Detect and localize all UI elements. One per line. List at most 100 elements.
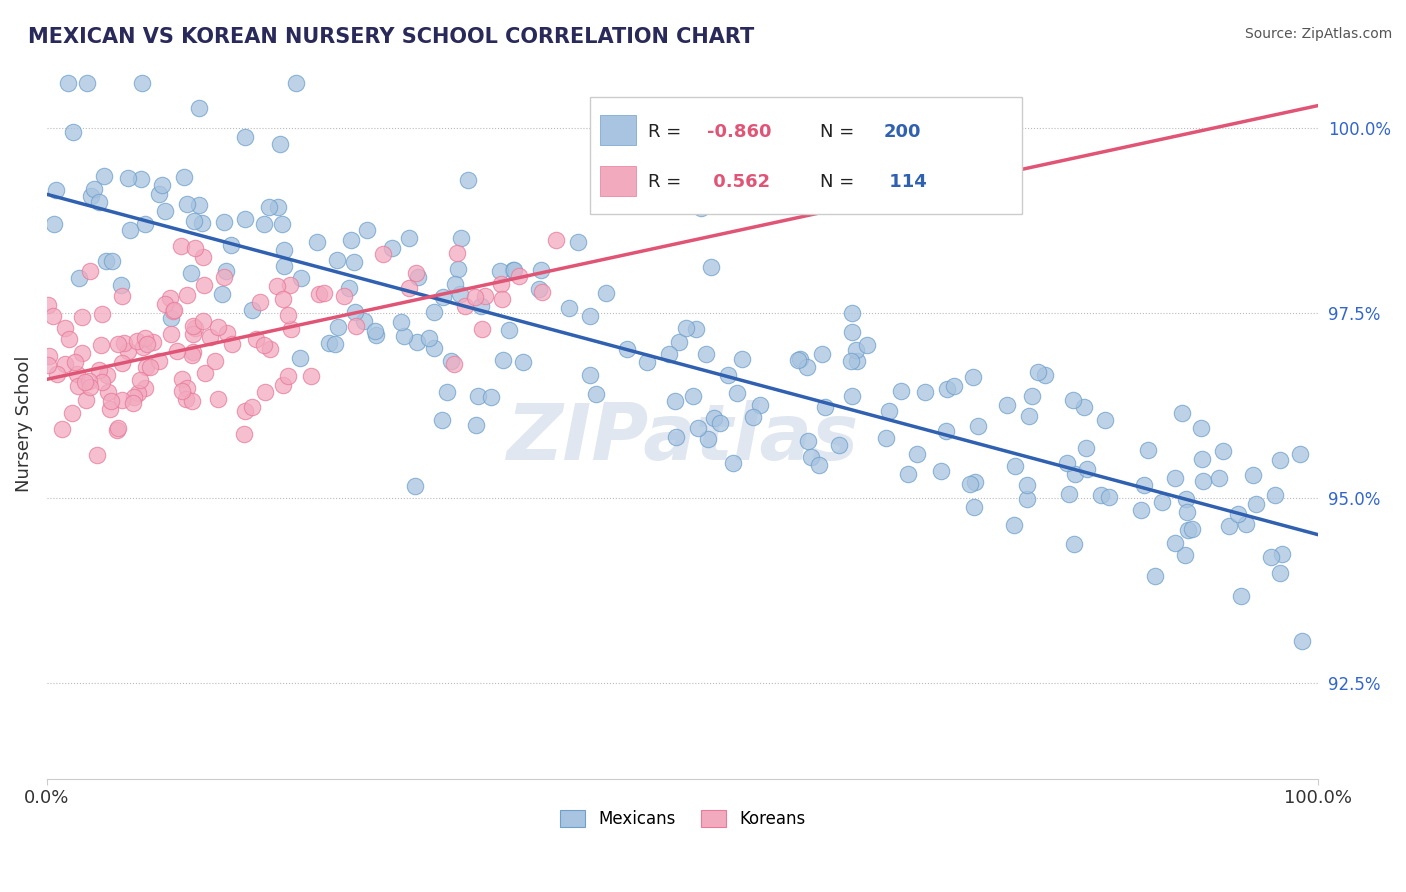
Point	[111, 356, 134, 370]
Point	[75, 375, 97, 389]
Point	[273, 243, 295, 257]
Point	[110, 277, 132, 292]
Point	[191, 314, 214, 328]
Point	[318, 336, 340, 351]
Point	[404, 478, 426, 492]
Point	[91, 307, 114, 321]
Point	[273, 292, 295, 306]
Point	[1289, 447, 1312, 461]
Point	[90, 337, 112, 351]
Point	[67, 271, 90, 285]
Point	[491, 352, 513, 367]
Point	[45, 183, 67, 197]
Point	[340, 233, 363, 247]
Point	[1264, 488, 1286, 502]
Point	[595, 286, 617, 301]
Point	[356, 222, 378, 236]
Point	[76, 76, 98, 90]
Point	[1143, 569, 1166, 583]
Point	[467, 389, 489, 403]
Point	[814, 400, 837, 414]
Point	[797, 434, 820, 448]
Point	[173, 169, 195, 184]
Point	[432, 413, 454, 427]
Point	[808, 458, 831, 472]
Point	[1268, 453, 1291, 467]
Point	[364, 327, 387, 342]
Point	[204, 353, 226, 368]
Point	[150, 178, 173, 192]
Point	[79, 188, 101, 202]
Point	[682, 389, 704, 403]
Point	[343, 305, 366, 319]
Point	[436, 384, 458, 399]
Point	[207, 320, 229, 334]
Point	[1218, 518, 1240, 533]
Point	[134, 331, 156, 345]
Point	[1234, 517, 1257, 532]
Point	[579, 309, 602, 323]
Point	[503, 263, 526, 277]
Point	[170, 371, 193, 385]
Text: Source: ZipAtlas.com: Source: ZipAtlas.com	[1244, 27, 1392, 41]
Point	[62, 126, 84, 140]
Point	[839, 354, 862, 368]
Point	[959, 477, 981, 491]
Point	[658, 347, 681, 361]
Point	[194, 367, 217, 381]
Point	[709, 417, 731, 431]
Point	[557, 301, 579, 315]
Point	[717, 368, 740, 383]
Point	[111, 288, 134, 302]
Point	[134, 217, 156, 231]
Text: N =: N =	[820, 122, 860, 141]
Point	[160, 310, 183, 325]
Point	[245, 333, 267, 347]
Point	[180, 266, 202, 280]
Point	[187, 198, 209, 212]
Point	[1177, 523, 1199, 537]
Point	[176, 381, 198, 395]
Point	[253, 217, 276, 231]
Point	[418, 331, 440, 345]
Point	[1271, 548, 1294, 562]
Point	[198, 330, 221, 344]
Point	[60, 406, 83, 420]
Point	[470, 299, 492, 313]
Point	[96, 384, 118, 399]
Point	[787, 353, 810, 368]
Point	[936, 382, 959, 396]
Point	[191, 250, 214, 264]
Point	[37, 297, 59, 311]
Text: 200: 200	[883, 122, 921, 141]
Point	[721, 456, 744, 470]
Point	[323, 336, 346, 351]
Point	[219, 238, 242, 252]
Point	[749, 398, 772, 412]
Point	[440, 354, 463, 368]
Point	[148, 354, 170, 368]
FancyBboxPatch shape	[589, 97, 1022, 214]
Point	[963, 475, 986, 489]
Point	[344, 318, 367, 333]
Point	[1004, 458, 1026, 473]
Point	[58, 332, 80, 346]
Point	[447, 262, 470, 277]
Point	[465, 418, 488, 433]
Point	[1164, 471, 1187, 485]
Point	[1028, 365, 1050, 379]
Point	[1192, 474, 1215, 488]
Point	[271, 217, 294, 231]
Point	[101, 254, 124, 268]
Point	[423, 341, 446, 355]
Point	[1164, 536, 1187, 550]
Point	[498, 323, 520, 337]
Point	[700, 260, 723, 275]
Point	[259, 342, 281, 356]
Point	[432, 290, 454, 304]
Point	[127, 386, 149, 401]
Point	[233, 212, 256, 227]
Point	[269, 136, 291, 151]
Point	[1002, 517, 1025, 532]
Point	[70, 346, 93, 360]
